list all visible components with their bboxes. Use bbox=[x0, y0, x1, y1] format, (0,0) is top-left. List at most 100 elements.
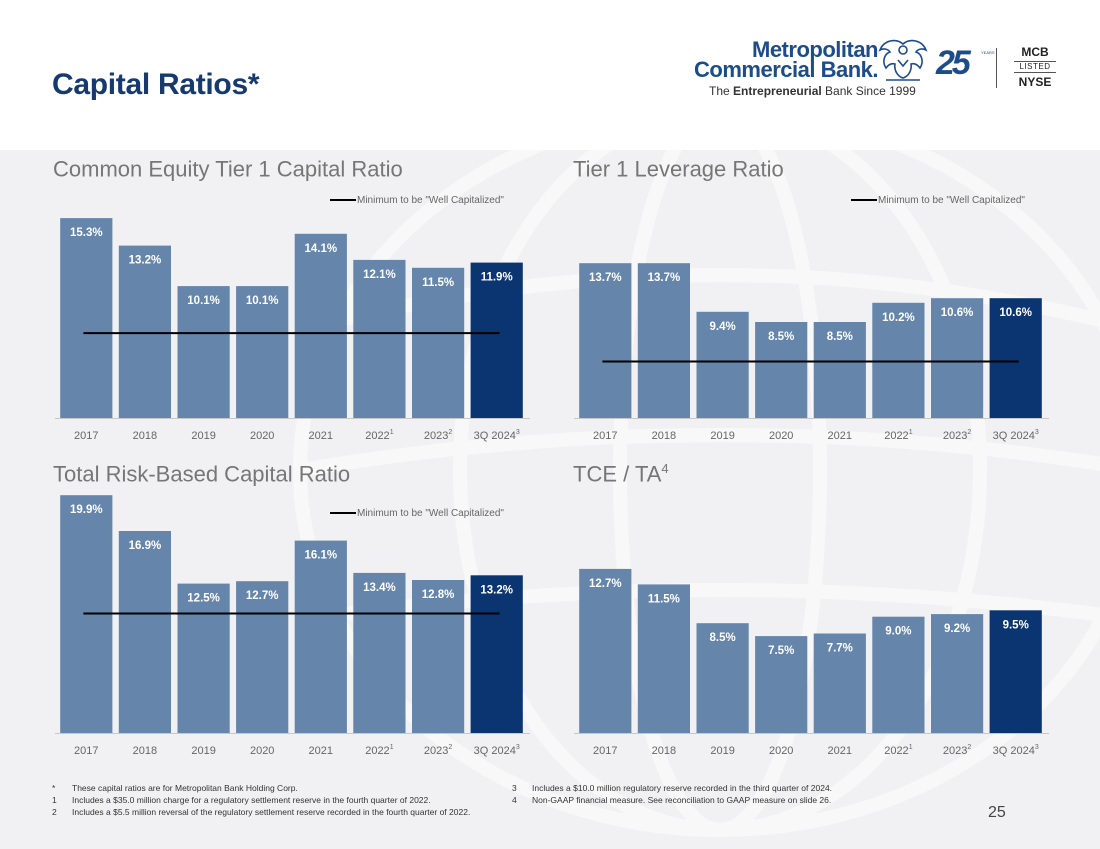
x-tick-label: 2018 bbox=[652, 430, 676, 442]
bar-3q-2024 bbox=[470, 575, 523, 733]
tick-superscript: 3 bbox=[1035, 429, 1039, 436]
tick-text: 3Q 2024 bbox=[474, 745, 516, 757]
bar-2018 bbox=[118, 531, 171, 733]
footnotes-left: * These capital ratios are for Metropolit… bbox=[52, 782, 470, 818]
data-label: 16.9% bbox=[129, 540, 162, 552]
tick-text: 2020 bbox=[769, 745, 793, 757]
data-label: 12.5% bbox=[187, 593, 220, 605]
tick-text: 2020 bbox=[769, 430, 793, 442]
x-tick-label: 3Q 20243 bbox=[993, 429, 1039, 442]
logo-name-line2: Commercial Bank. bbox=[694, 57, 878, 82]
tick-text: 2021 bbox=[309, 430, 333, 442]
legend-label: Minimum to be "Well Capitalized" bbox=[878, 195, 1025, 206]
tick-superscript: 3 bbox=[516, 429, 520, 436]
footnote-text: Includes a $35.0 million charge for a re… bbox=[72, 795, 431, 805]
bar-2022 bbox=[353, 572, 406, 733]
data-label: 10.1% bbox=[187, 295, 220, 307]
tick-text: 2018 bbox=[652, 745, 676, 757]
footnote-text: These capital ratios are for Metropolita… bbox=[72, 783, 298, 793]
chart-title-tce-ta: TCE / TA4 bbox=[573, 461, 669, 487]
bar-2023 bbox=[931, 298, 984, 418]
bar-2022 bbox=[353, 259, 406, 418]
tick-text: 2022 bbox=[365, 430, 389, 442]
tier1-leverage-chart: 13.7% 2017 13.7% 2018 9.4% 2019 8.5% 2020 8.5% 20… bbox=[574, 263, 1049, 442]
tick-text: 2021 bbox=[828, 430, 852, 442]
bar-2017 bbox=[60, 218, 113, 418]
tick-superscript: 3 bbox=[516, 744, 520, 751]
data-label: 12.7% bbox=[246, 590, 279, 602]
x-tick-label: 20232 bbox=[943, 429, 971, 442]
tick-superscript: 2 bbox=[967, 429, 971, 436]
data-label: 12.8% bbox=[422, 589, 455, 601]
tick-text: 2019 bbox=[191, 745, 215, 757]
legend-line-swatch bbox=[330, 512, 356, 515]
legend-leverage: Minimum to be "Well Capitalized" bbox=[851, 195, 1025, 206]
x-tick-label: 3Q 20243 bbox=[474, 429, 520, 442]
tick-text: 2019 bbox=[710, 430, 734, 442]
data-label: 11.5% bbox=[422, 277, 454, 289]
logo-tagline: The Entrepreneurial Bank Since 1999 bbox=[709, 84, 916, 98]
x-tick-label: 2018 bbox=[133, 745, 157, 757]
legend-total-risk: Minimum to be "Well Capitalized" bbox=[330, 508, 504, 519]
chart-title-sup: 4 bbox=[661, 461, 669, 476]
bar-3q-2024 bbox=[989, 610, 1042, 733]
x-tick-label: 20221 bbox=[365, 744, 393, 757]
data-label: 12.1% bbox=[363, 269, 396, 281]
bar-2020 bbox=[236, 286, 289, 418]
bar-2019 bbox=[696, 623, 749, 733]
tick-text: 2021 bbox=[828, 745, 852, 757]
x-tick-label: 20232 bbox=[424, 429, 452, 442]
x-tick-label: 2020 bbox=[769, 745, 793, 757]
logo-25-years: 25 bbox=[936, 44, 971, 82]
tick-text: 2020 bbox=[250, 745, 274, 757]
bar-3q-2024 bbox=[989, 298, 1042, 418]
x-tick-label: 2021 bbox=[828, 745, 852, 757]
tick-text: 2022 bbox=[884, 745, 908, 757]
tagline-suffix: Bank Since 1999 bbox=[821, 84, 916, 98]
tick-text: 2017 bbox=[593, 745, 617, 757]
tick-text: 2023 bbox=[943, 745, 967, 757]
tick-text: 3Q 2024 bbox=[474, 430, 516, 442]
bar-2020 bbox=[755, 636, 808, 733]
tick-text: 3Q 2024 bbox=[993, 745, 1035, 757]
tick-superscript: 3 bbox=[1035, 744, 1039, 751]
bar-2020 bbox=[755, 322, 808, 418]
data-label: 12.7% bbox=[589, 578, 622, 590]
bar-2022 bbox=[872, 616, 925, 733]
x-tick-label: 2019 bbox=[710, 430, 734, 442]
bar-2019 bbox=[696, 311, 749, 418]
tick-text: 2019 bbox=[710, 745, 734, 757]
chart-title-text: TCE / TA bbox=[573, 461, 662, 487]
ticker-symbol: MCB bbox=[1021, 45, 1049, 59]
data-label: 10.6% bbox=[941, 307, 974, 319]
x-tick-label: 2020 bbox=[250, 430, 274, 442]
data-label: 13.2% bbox=[480, 584, 513, 596]
legend-cet1: Minimum to be "Well Capitalized" bbox=[330, 195, 504, 206]
x-tick-label: 20221 bbox=[884, 744, 912, 757]
data-label: 13.7% bbox=[648, 272, 681, 284]
legend-line-swatch bbox=[330, 199, 356, 202]
x-tick-label: 2019 bbox=[191, 745, 215, 757]
x-tick-label: 2019 bbox=[710, 745, 734, 757]
x-tick-label: 20232 bbox=[424, 744, 452, 757]
data-label: 13.4% bbox=[363, 582, 396, 594]
bar-2023 bbox=[412, 580, 465, 733]
tick-text: 2017 bbox=[593, 430, 617, 442]
tick-text: 2023 bbox=[424, 745, 448, 757]
nyse-listing-badge: MCB LISTED NYSE bbox=[1014, 45, 1056, 89]
data-label: 7.5% bbox=[768, 645, 794, 657]
data-label: 11.9% bbox=[481, 272, 513, 284]
data-label: 10.2% bbox=[882, 312, 915, 324]
footnote-text: Includes a $10.0 million regulatory rese… bbox=[532, 783, 833, 793]
data-label: 10.1% bbox=[246, 295, 279, 307]
data-label: 19.9% bbox=[70, 504, 103, 516]
footnote-text: Non-GAAP financial measure. See reconcil… bbox=[532, 795, 832, 805]
data-label: 11.5% bbox=[648, 593, 680, 605]
chart-title-total-risk: Total Risk-Based Capital Ratio bbox=[53, 461, 350, 487]
tick-text: 2018 bbox=[133, 430, 157, 442]
data-label: 8.5% bbox=[768, 331, 794, 343]
x-tick-label: 2017 bbox=[74, 430, 98, 442]
data-label: 8.5% bbox=[709, 632, 735, 644]
data-label: 8.5% bbox=[827, 331, 853, 343]
bar-2019 bbox=[177, 286, 230, 418]
